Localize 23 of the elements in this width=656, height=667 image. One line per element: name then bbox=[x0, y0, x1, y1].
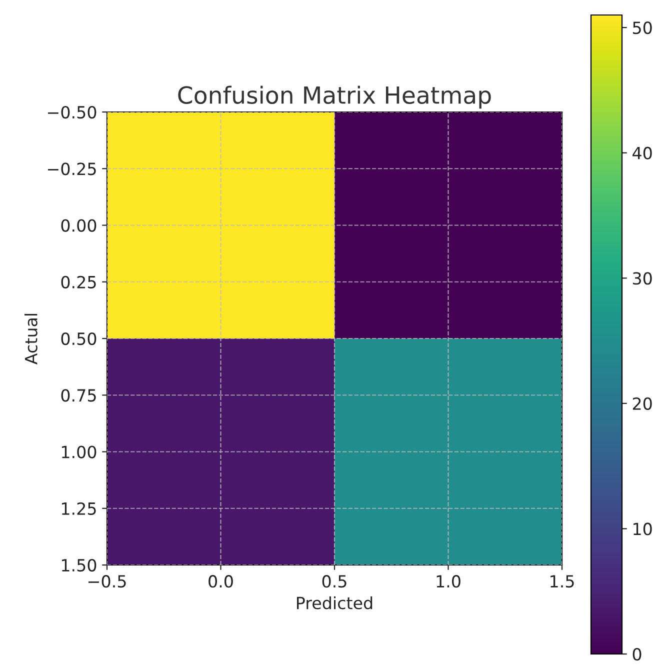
y-tick-label: 1.00 bbox=[62, 446, 96, 458]
y-tick-label: −0.25 bbox=[48, 162, 96, 176]
x-tick-label: 1.5 bbox=[550, 575, 574, 588]
y-axis-title: Actual bbox=[24, 314, 38, 364]
y-tick-label: 1.50 bbox=[62, 558, 96, 572]
x-tick-label: 0.0 bbox=[208, 575, 233, 588]
y-tick-label: 1.25 bbox=[62, 502, 96, 515]
color-bar-label: 50 bbox=[633, 21, 652, 34]
color-bar-label: 40 bbox=[632, 146, 652, 160]
y-tick-label: 0.50 bbox=[61, 332, 96, 346]
x-tick-label: −0.5 bbox=[88, 575, 126, 588]
color-bar-label: 0 bbox=[632, 648, 642, 661]
y-tick-label: 0.25 bbox=[61, 276, 96, 288]
color-bar-label: 30 bbox=[632, 272, 652, 285]
x-tick-label: 0.5 bbox=[322, 575, 346, 588]
chart-title: Confusion Matrix Heatmap bbox=[178, 86, 491, 109]
y-tick-label: −0.50 bbox=[48, 106, 96, 119]
x-axis-title: Predicted bbox=[297, 596, 372, 610]
y-tick-label: 0.00 bbox=[61, 219, 96, 232]
color-bar-label: 10 bbox=[634, 522, 652, 536]
x-tick-label: 1.0 bbox=[436, 575, 460, 588]
color-bar-label: 20 bbox=[632, 397, 652, 410]
y-tick-label: 0.75 bbox=[61, 389, 96, 402]
